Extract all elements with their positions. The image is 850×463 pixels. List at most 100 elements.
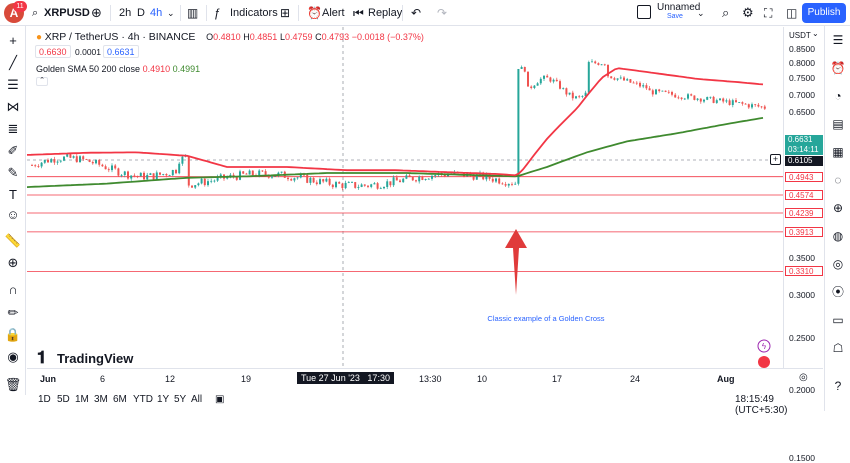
search-icon[interactable]: ⌕: [722, 5, 730, 20]
candle-body: [754, 104, 757, 106]
range-3m[interactable]: 3M: [94, 394, 108, 405]
range-1m[interactable]: 1M: [75, 394, 89, 405]
lock-drawing-icon[interactable]: ✏: [7, 305, 19, 320]
level-price-box: 0.4574: [785, 190, 823, 200]
ideas-icon[interactable]: ◌: [834, 173, 842, 187]
layout-name[interactable]: Unnamed: [657, 2, 701, 13]
chevron-down-icon[interactable]: ⌄: [167, 8, 175, 18]
horizontal-lines-icon[interactable]: ☰: [7, 77, 19, 92]
indicators-button[interactable]: Indicators: [230, 7, 278, 19]
news-icon[interactable]: ⊕: [832, 201, 844, 215]
brush-icon[interactable]: ✐: [7, 143, 19, 158]
utc-clock[interactable]: 18:15:49 (UTC+5:30): [735, 394, 788, 416]
undo-icon[interactable]: ↶: [411, 6, 422, 20]
gear-icon[interactable]: ⚙: [742, 5, 754, 20]
price-tick: 0.3000: [789, 289, 815, 300]
candle-body: [715, 100, 718, 103]
pen-icon[interactable]: ✎: [7, 165, 19, 180]
candle-body: [197, 183, 200, 186]
templates-icon[interactable]: ⊞: [280, 6, 291, 20]
chat-icon[interactable]: ◍: [832, 229, 844, 243]
publish-button[interactable]: Publish: [802, 3, 846, 23]
range-6m[interactable]: 6M: [113, 394, 127, 405]
data-window-icon[interactable]: ◔: [834, 89, 842, 103]
interval-d[interactable]: D: [137, 7, 145, 19]
price-tick: 0.2000: [789, 385, 815, 396]
candle-body: [386, 181, 389, 188]
crosshair-icon[interactable]: +: [9, 33, 17, 48]
interval-4h[interactable]: 4h: [150, 7, 163, 19]
candle-body: [475, 174, 478, 180]
range-5y[interactable]: 5Y: [174, 394, 187, 405]
indicators-icon[interactable]: ƒ: [214, 6, 221, 20]
candle-body: [72, 156, 75, 158]
candle-body: [194, 185, 197, 188]
candle-body: [402, 178, 405, 183]
trendline-icon[interactable]: ╱: [9, 55, 17, 70]
candle-body: [741, 102, 744, 104]
replay-button[interactable]: Replay: [368, 7, 403, 19]
layout-save-status[interactable]: Save: [667, 13, 683, 20]
price-axis[interactable]: USDT ⌄ 0.85000.80000.75000.70000.65000.5…: [783, 27, 823, 463]
date-range-icon[interactable]: ▣: [215, 394, 225, 405]
eye-icon[interactable]: ◉: [7, 349, 19, 364]
fib-icon[interactable]: ≣: [7, 121, 19, 136]
alert-button[interactable]: Alert: [322, 7, 345, 19]
legend-title: XRP / TetherUS · 4h · BINANCE: [44, 31, 196, 43]
range-ytd[interactable]: YTD: [133, 394, 153, 405]
candle-body: [290, 179, 293, 181]
candle-body: [207, 181, 209, 186]
range-1d[interactable]: 1D: [38, 394, 51, 405]
replay-icon[interactable]: ⏮: [353, 6, 364, 20]
hotlists-icon[interactable]: ▤: [832, 117, 844, 131]
interval-2h[interactable]: 2h: [119, 7, 132, 19]
time-axis[interactable]: Jun 6 12 19 Tue 27 Jun '23 17:30 13:30 1…: [27, 368, 823, 390]
indicator-legend[interactable]: Golden SMA 50 200 close 0.4910 0.4991: [36, 64, 200, 74]
range-5d[interactable]: 5D: [57, 394, 70, 405]
chart-settings-icon[interactable]: ◎: [799, 372, 808, 383]
candles-icon[interactable]: ▥: [187, 6, 199, 20]
trash-icon[interactable]: 🗑: [4, 377, 22, 392]
redo-icon[interactable]: ↷: [437, 6, 448, 20]
lightning-icon[interactable]: ϟ: [757, 339, 771, 353]
text-icon[interactable]: T: [9, 187, 17, 202]
legend-h-label: H: [243, 32, 250, 42]
search-icon[interactable]: ⌕: [32, 7, 39, 19]
candle-body: [95, 159, 97, 164]
chevron-down-icon[interactable]: ⌄: [697, 8, 705, 18]
layout-icon[interactable]: [637, 5, 651, 19]
add-alert-icon[interactable]: +: [770, 154, 781, 165]
candle-body: [395, 177, 398, 181]
ask-price[interactable]: 0.6631: [103, 45, 139, 58]
alerts-icon[interactable]: ⏰: [830, 61, 846, 75]
ruler-icon[interactable]: 📏: [4, 233, 22, 248]
streams-icon[interactable]: ◎: [832, 257, 844, 271]
candle-body: [434, 175, 437, 176]
add-symbol-icon[interactable]: ⊕: [91, 5, 102, 20]
camera-icon[interactable]: ◫: [786, 6, 798, 20]
currency-label: USDT: [789, 31, 811, 40]
pattern-icon[interactable]: ⋈: [6, 99, 20, 114]
calendar-icon[interactable]: ▦: [832, 145, 844, 159]
alert-icon[interactable]: ⏰: [307, 6, 322, 20]
zoom-icon[interactable]: ⊕: [7, 255, 19, 270]
fullscreen-icon[interactable]: ⛶: [764, 6, 773, 20]
emoji-icon[interactable]: ☺: [6, 207, 20, 222]
lock-icon[interactable]: 🔒: [4, 327, 22, 342]
notifications-icon[interactable]: ☖: [832, 341, 844, 355]
price-chart[interactable]: Classic example of a Golden Cross 𝟏 Trad…: [27, 27, 783, 368]
symbol-search[interactable]: XRPUSD: [44, 7, 90, 19]
range-1y[interactable]: 1Y: [157, 394, 170, 405]
bid-price[interactable]: 0.6630: [35, 45, 71, 58]
range-all[interactable]: All: [191, 394, 203, 405]
flag-icon[interactable]: [758, 356, 770, 368]
candle-body: [351, 182, 353, 183]
sma-50-line: [27, 67, 764, 177]
collapse-legend-button[interactable]: ⌃: [36, 77, 48, 86]
broadcast-icon[interactable]: ⦿: [831, 285, 844, 299]
crosshair-time-label: Tue 27 Jun '23 17:30: [297, 372, 394, 384]
help-icon[interactable]: ?: [834, 379, 842, 393]
messages-icon[interactable]: ▭: [832, 313, 844, 327]
magnet-icon[interactable]: ∩: [8, 282, 18, 297]
watchlist-icon[interactable]: ☰: [832, 33, 844, 47]
